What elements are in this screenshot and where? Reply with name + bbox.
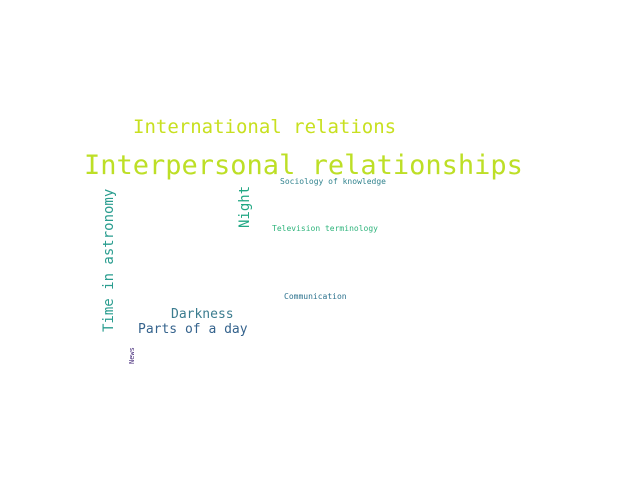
word-news: News bbox=[128, 347, 136, 364]
word-night: Night bbox=[237, 185, 253, 228]
word-darkness: Darkness bbox=[171, 307, 234, 322]
word-interpersonal-relationships: Interpersonal relationships bbox=[84, 150, 523, 181]
word-sociology-of-knowledge: Sociology of knowledge bbox=[280, 177, 386, 186]
word-time-in-astronomy: Time in astronomy bbox=[101, 188, 117, 332]
word-parts-of-a-day: Parts of a day bbox=[138, 322, 248, 337]
word-communication: Communication bbox=[284, 292, 347, 301]
word-television-terminology: Television terminology bbox=[272, 224, 378, 233]
word-international-relations: International relations bbox=[133, 116, 397, 138]
